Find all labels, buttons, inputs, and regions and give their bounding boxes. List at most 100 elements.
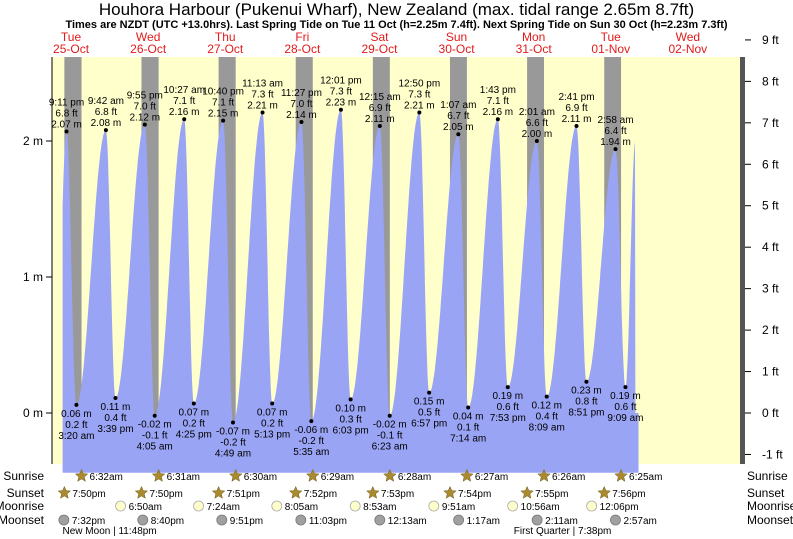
moonrise-icon xyxy=(586,500,598,512)
low-tide-point xyxy=(623,385,628,390)
tide-ft-label: 0.1 ft xyxy=(457,423,479,434)
sunset-star xyxy=(211,485,226,499)
tide-time-label: 3:20 am xyxy=(58,431,94,442)
sunset-star xyxy=(134,485,149,499)
tide-time-label: 7:53 pm xyxy=(490,413,526,424)
ft-tick-label: 8 ft xyxy=(762,74,779,88)
row-label-right: Sunset xyxy=(747,486,785,500)
tide-m-label: 2.05 m xyxy=(443,122,474,133)
sunset-time: 7:55pm xyxy=(535,489,568,500)
row-label-right: Sunrise xyxy=(747,469,788,483)
tide-ft-label: 7.1 ft xyxy=(212,98,234,109)
row-label-right: Moonrise xyxy=(747,499,793,513)
moonrise-icon xyxy=(349,500,361,512)
high-tide-point xyxy=(417,110,422,115)
tide-ft-label: 0.6 ft xyxy=(497,402,519,413)
high-tide-point xyxy=(64,129,69,134)
row-label-right: Moonset xyxy=(747,513,793,527)
tide-m-label: 2.15 m xyxy=(208,109,239,120)
tide-ft-label: 7.0 ft xyxy=(290,99,312,110)
low-tide-point xyxy=(505,385,510,390)
moonset-icon xyxy=(453,514,465,526)
ft-tick-label: 4 ft xyxy=(762,240,779,254)
tide-m-label: 2.08 m xyxy=(91,118,122,129)
tide-ft-label: 0.2 ft xyxy=(261,418,283,429)
tide-m-label: 1.94 m xyxy=(600,137,631,148)
sunrise-star xyxy=(305,468,320,482)
day-name-label: Thu xyxy=(215,30,236,44)
tide-m-label: 2.23 m xyxy=(326,98,357,109)
low-tide-point xyxy=(427,390,432,395)
tide-m-label: 2.16 m xyxy=(483,107,514,118)
tide-ft-label: -0.1 ft xyxy=(377,431,403,442)
tide-m-label: 2.16 m xyxy=(169,107,200,118)
tide-m-label: 0.04 m xyxy=(453,412,484,423)
tide-ft-label: -0.1 ft xyxy=(142,431,168,442)
tide-ft-label: 0.6 ft xyxy=(614,402,636,413)
day-name-label: Sun xyxy=(446,30,467,44)
day-name-label: Wed xyxy=(136,30,160,44)
tide-time-label: 4:49 am xyxy=(215,449,251,460)
chart-subtitle: Times are NZDT (UTC +13.0hrs). Last Spri… xyxy=(65,19,727,31)
tide-time-label: 3:39 pm xyxy=(97,424,133,435)
tide-m-label: -0.02 m xyxy=(373,420,407,431)
ft-tick-label: 6 ft xyxy=(762,157,779,171)
tide-time-label: 10:27 am xyxy=(163,85,205,96)
low-tide-point xyxy=(309,419,314,424)
tide-ft-label: -0.2 ft xyxy=(220,438,246,449)
sunrise-time: 6:31am xyxy=(167,472,200,483)
ft-tick-label: 0 ft xyxy=(762,406,779,420)
tide-ft-label: 6.9 ft xyxy=(565,103,587,114)
sunrise-star xyxy=(151,468,166,482)
sunrise-time: 6:28am xyxy=(398,472,431,483)
tide-time-label: 12:01 pm xyxy=(320,76,362,87)
tide-m-label: -0.06 m xyxy=(294,425,328,436)
sunset-time: 7:50pm xyxy=(149,489,182,500)
tide-m-label: 0.19 m xyxy=(492,391,523,402)
moon-phase-label: New Moon | 11:48pm xyxy=(63,526,157,537)
moonrise-icon xyxy=(271,500,283,512)
tide-time-label: 10:40 pm xyxy=(202,87,244,98)
tide-ft-label: 7.0 ft xyxy=(134,102,156,113)
tide-ft-label: 0.2 ft xyxy=(65,420,87,431)
tide-time-label: 4:05 am xyxy=(137,442,173,453)
tide-time-label: 2:58 am xyxy=(597,115,633,126)
tide-m-label: 2.00 m xyxy=(522,129,553,140)
tide-time-label: 1:07 am xyxy=(440,100,476,111)
moonset-icon xyxy=(374,514,386,526)
y-tick-label: 2 m xyxy=(23,134,43,148)
row-label-left: Moonrise xyxy=(0,499,44,513)
sunrise-star xyxy=(74,468,89,482)
low-tide-point xyxy=(191,401,196,406)
tide-ft-label: 0.4 ft xyxy=(536,412,558,423)
moonset-time: 11:03pm xyxy=(309,516,347,527)
tide-time-label: 9:09 am xyxy=(607,413,643,424)
sunrise-time: 6:29am xyxy=(321,472,354,483)
high-tide-point xyxy=(182,117,187,122)
tide-ft-label: 7.3 ft xyxy=(408,89,430,100)
tide-time-label: 5:35 am xyxy=(293,447,329,458)
high-tide-point xyxy=(103,128,108,133)
moonrise-time: 9:51am xyxy=(442,502,475,513)
tide-ft-label: 6.4 ft xyxy=(604,126,626,137)
high-tide-point xyxy=(495,117,500,122)
tide-m-label: 2.12 m xyxy=(130,113,161,124)
tide-ft-label: 0.5 ft xyxy=(418,408,440,419)
moonset-time: 1:17am xyxy=(467,516,500,527)
day-date-label: 25-Oct xyxy=(53,42,90,56)
low-tide-point xyxy=(152,413,157,418)
tide-time-label: 12:50 pm xyxy=(398,78,440,89)
high-tide-point xyxy=(260,110,265,115)
tide-m-label: 2.11 m xyxy=(562,114,592,125)
sunrise-time: 6:27am xyxy=(475,472,508,483)
tide-time-label: 9:55 pm xyxy=(127,91,163,102)
low-tide-point xyxy=(387,413,392,418)
tide-area xyxy=(62,109,639,473)
tide-time-label: 9:11 pm xyxy=(49,97,84,108)
low-tide-point xyxy=(74,402,79,407)
tide-ft-label: -0.2 ft xyxy=(299,436,325,447)
tide-time-label: 5:13 pm xyxy=(254,429,290,440)
high-tide-point xyxy=(456,132,461,137)
tide-m-label: 2.07 m xyxy=(51,119,82,130)
tide-time-label: 7:14 am xyxy=(450,434,486,445)
